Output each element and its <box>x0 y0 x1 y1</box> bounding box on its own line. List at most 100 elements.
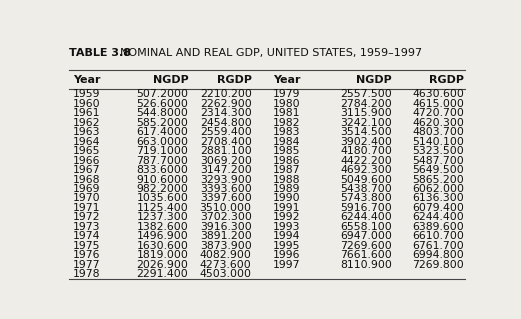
Text: Year: Year <box>273 75 301 85</box>
Text: 982.2000: 982.2000 <box>137 184 188 194</box>
Text: 1990: 1990 <box>273 194 301 204</box>
Text: 3916.300: 3916.300 <box>200 222 252 232</box>
Text: 3873.900: 3873.900 <box>200 241 252 251</box>
Text: 2881.100: 2881.100 <box>200 146 252 156</box>
Text: 1997: 1997 <box>273 260 301 270</box>
Text: 3293.900: 3293.900 <box>200 174 252 185</box>
Text: 526.6000: 526.6000 <box>137 99 188 109</box>
Text: 5049.600: 5049.600 <box>340 174 392 185</box>
Text: 4422.200: 4422.200 <box>340 156 392 166</box>
Text: 2026.900: 2026.900 <box>137 260 188 270</box>
Text: 2210.200: 2210.200 <box>200 89 252 99</box>
Text: 7269.600: 7269.600 <box>340 241 392 251</box>
Text: 585.2000: 585.2000 <box>137 118 188 128</box>
Text: 1035.600: 1035.600 <box>137 194 188 204</box>
Text: 4615.000: 4615.000 <box>412 99 464 109</box>
Text: 2454.800: 2454.800 <box>200 118 252 128</box>
Text: 1967: 1967 <box>73 165 101 175</box>
Text: 5140.100: 5140.100 <box>412 137 464 147</box>
Text: 1965: 1965 <box>73 146 101 156</box>
Text: 2557.500: 2557.500 <box>340 89 392 99</box>
Text: 6244.400: 6244.400 <box>412 212 464 222</box>
Text: 1992: 1992 <box>273 212 301 222</box>
Text: 1983: 1983 <box>273 127 301 137</box>
Text: 1969: 1969 <box>73 184 101 194</box>
Text: 4692.300: 4692.300 <box>340 165 392 175</box>
Text: 4273.600: 4273.600 <box>200 260 252 270</box>
Text: 3242.100: 3242.100 <box>340 118 392 128</box>
Text: 1984: 1984 <box>273 137 301 147</box>
Text: 3702.300: 3702.300 <box>200 212 252 222</box>
Text: 1496.900: 1496.900 <box>137 231 188 241</box>
Text: RGDP: RGDP <box>217 75 252 85</box>
Text: 7661.600: 7661.600 <box>340 250 392 260</box>
Text: 1993: 1993 <box>273 222 301 232</box>
Text: 1630.600: 1630.600 <box>137 241 188 251</box>
Text: 1968: 1968 <box>73 174 101 185</box>
Text: 5916.700: 5916.700 <box>340 203 392 213</box>
Text: 5487.700: 5487.700 <box>412 156 464 166</box>
Text: RGDP: RGDP <box>429 75 464 85</box>
Text: 5865.200: 5865.200 <box>412 174 464 185</box>
Text: 3069.200: 3069.200 <box>200 156 252 166</box>
Text: 1991: 1991 <box>273 203 301 213</box>
Text: 910.6000: 910.6000 <box>137 174 188 185</box>
Text: 2708.400: 2708.400 <box>200 137 252 147</box>
Text: 1996: 1996 <box>273 250 301 260</box>
Text: 2291.400: 2291.400 <box>137 269 188 279</box>
Text: NOMINAL AND REAL GDP, UNITED STATES, 1959–1997: NOMINAL AND REAL GDP, UNITED STATES, 195… <box>120 48 422 58</box>
Text: 1237.300: 1237.300 <box>137 212 188 222</box>
Text: 6062.000: 6062.000 <box>412 184 464 194</box>
Text: 1964: 1964 <box>73 137 101 147</box>
Text: 6558.100: 6558.100 <box>340 222 392 232</box>
Text: 1963: 1963 <box>73 127 101 137</box>
Text: 6136.300: 6136.300 <box>412 194 464 204</box>
Text: 1987: 1987 <box>273 165 301 175</box>
Text: 1989: 1989 <box>273 184 301 194</box>
Text: 4503.000: 4503.000 <box>200 269 252 279</box>
Text: 6389.600: 6389.600 <box>412 222 464 232</box>
Text: 617.4000: 617.4000 <box>137 127 188 137</box>
Text: 1974: 1974 <box>73 231 101 241</box>
Text: 507.2000: 507.2000 <box>137 89 188 99</box>
Text: 1988: 1988 <box>273 174 301 185</box>
Text: 1980: 1980 <box>273 99 301 109</box>
Text: 1979: 1979 <box>273 89 301 99</box>
Text: 3510.000: 3510.000 <box>200 203 252 213</box>
Text: 1976: 1976 <box>73 250 101 260</box>
Text: 544.8000: 544.8000 <box>137 108 188 118</box>
Text: 1125.400: 1125.400 <box>137 203 188 213</box>
Text: 1972: 1972 <box>73 212 101 222</box>
Text: 6994.800: 6994.800 <box>412 250 464 260</box>
Text: 1973: 1973 <box>73 222 101 232</box>
Text: 3902.400: 3902.400 <box>340 137 392 147</box>
Text: 8110.900: 8110.900 <box>340 260 392 270</box>
Text: 3147.200: 3147.200 <box>200 165 252 175</box>
Text: 6761.700: 6761.700 <box>412 241 464 251</box>
Text: 5438.700: 5438.700 <box>340 184 392 194</box>
Text: 2784.200: 2784.200 <box>340 99 392 109</box>
Text: 1994: 1994 <box>273 231 301 241</box>
Text: 3891.200: 3891.200 <box>200 231 252 241</box>
Text: 3393.600: 3393.600 <box>200 184 252 194</box>
Text: NGDP: NGDP <box>153 75 188 85</box>
Text: 6079.400: 6079.400 <box>412 203 464 213</box>
Text: 1961: 1961 <box>73 108 101 118</box>
Text: 4630.600: 4630.600 <box>412 89 464 99</box>
Text: TABLE 3.8: TABLE 3.8 <box>69 48 131 58</box>
Text: 1382.600: 1382.600 <box>137 222 188 232</box>
Text: 663.0000: 663.0000 <box>137 137 188 147</box>
Text: 5649.500: 5649.500 <box>412 165 464 175</box>
Text: 719.1000: 719.1000 <box>137 146 188 156</box>
Text: 4803.700: 4803.700 <box>412 127 464 137</box>
Text: 3397.600: 3397.600 <box>200 194 252 204</box>
Text: NGDP: NGDP <box>356 75 392 85</box>
Text: 1966: 1966 <box>73 156 101 166</box>
Text: 1977: 1977 <box>73 260 101 270</box>
Text: 1960: 1960 <box>73 99 101 109</box>
Text: 6947.000: 6947.000 <box>340 231 392 241</box>
Text: 1962: 1962 <box>73 118 101 128</box>
Text: 2262.900: 2262.900 <box>200 99 252 109</box>
Text: 1975: 1975 <box>73 241 101 251</box>
Text: 4620.300: 4620.300 <box>412 118 464 128</box>
